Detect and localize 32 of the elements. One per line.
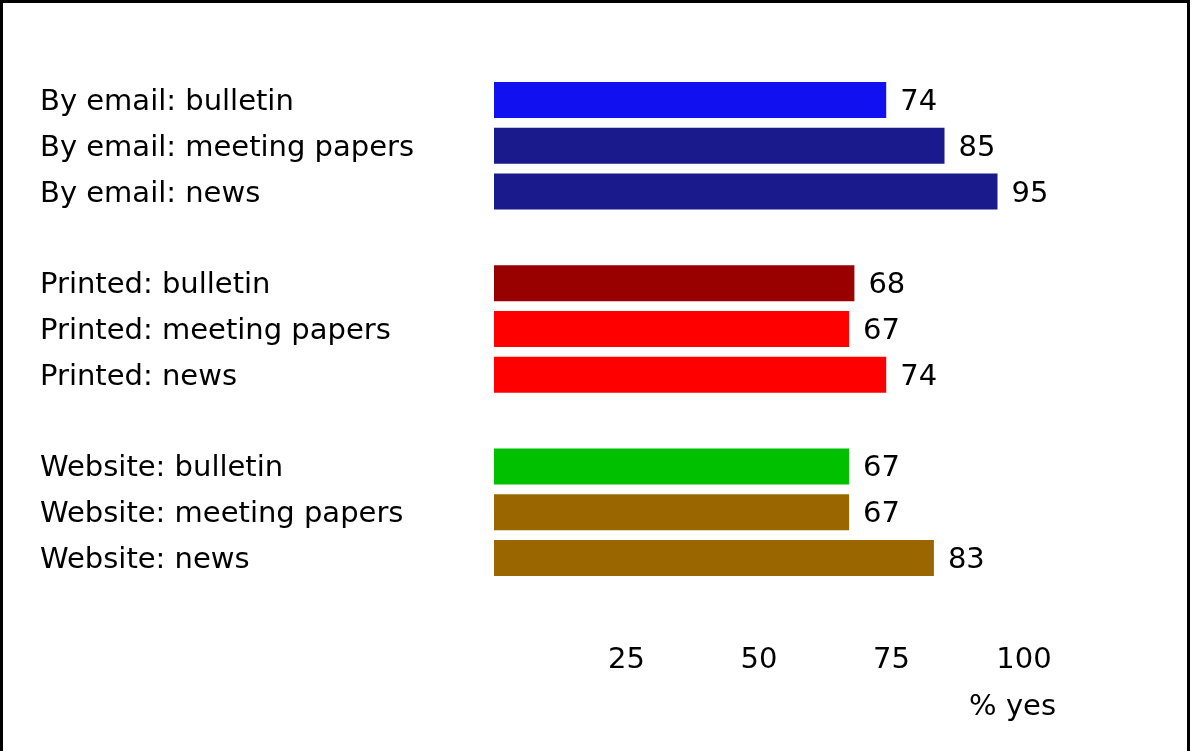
bar <box>494 127 945 164</box>
y-tick-label: Website: news <box>40 541 250 576</box>
y-tick-label: Website: meeting papers <box>40 495 404 530</box>
data-label: 85 <box>958 128 996 163</box>
x-tick-label: 25 <box>608 640 645 675</box>
y-tick-label: Website: bulletin <box>40 449 284 484</box>
data-label: 68 <box>868 266 906 301</box>
data-label: 83 <box>947 541 985 576</box>
y-tick-label: By email: bulletin <box>40 82 294 117</box>
data-label: 67 <box>863 495 901 530</box>
data-label: 74 <box>900 357 938 392</box>
bar <box>494 540 934 577</box>
data-label: 74 <box>900 82 938 117</box>
bar <box>494 81 887 118</box>
x-tick-label: 100 <box>996 640 1052 675</box>
y-tick-label: By email: meeting papers <box>40 128 415 163</box>
bar <box>494 356 887 393</box>
x-tick-label: 75 <box>873 640 910 675</box>
bar <box>494 265 855 302</box>
y-tick-label: By email: news <box>40 174 261 209</box>
y-tick-label: Printed: bulletin <box>40 266 271 301</box>
data-label: 67 <box>863 312 901 346</box>
x-axis-title: % yes <box>969 687 1056 722</box>
bar <box>494 311 850 347</box>
x-tick-label: 50 <box>740 640 778 675</box>
y-tick-label: Printed: meeting papers <box>40 312 391 346</box>
data-label: 95 <box>1011 174 1049 209</box>
data-label: 67 <box>863 449 901 484</box>
bar <box>494 494 850 531</box>
bar <box>494 173 998 210</box>
y-tick-label: Printed: news <box>40 357 237 392</box>
bar <box>494 448 850 485</box>
